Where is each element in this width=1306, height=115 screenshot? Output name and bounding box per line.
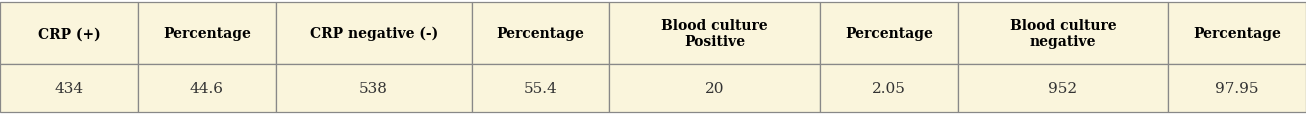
Bar	[820, 65, 957, 112]
Bar	[276, 3, 471, 65]
Text: CRP (+): CRP (+)	[38, 27, 101, 41]
Bar	[957, 65, 1168, 112]
Text: 44.6: 44.6	[189, 81, 223, 95]
Bar	[0, 3, 138, 65]
Bar	[138, 65, 276, 112]
Bar	[471, 65, 610, 112]
Bar	[471, 3, 610, 65]
Text: CRP negative (-): CRP negative (-)	[310, 27, 438, 41]
Text: Blood culture
negative: Blood culture negative	[1010, 19, 1117, 49]
Bar	[138, 3, 276, 65]
Bar	[0, 65, 138, 112]
Bar	[276, 65, 471, 112]
Bar	[957, 3, 1168, 65]
Text: 55.4: 55.4	[524, 81, 558, 95]
Bar	[610, 65, 820, 112]
Text: 538: 538	[359, 81, 388, 95]
Text: Percentage: Percentage	[845, 27, 932, 41]
Text: 97.95: 97.95	[1216, 81, 1259, 95]
Bar	[1168, 65, 1306, 112]
Text: 20: 20	[705, 81, 725, 95]
Text: Percentage: Percentage	[163, 27, 251, 41]
Text: 2.05: 2.05	[872, 81, 906, 95]
Bar	[820, 3, 957, 65]
Text: Percentage: Percentage	[1194, 27, 1281, 41]
Text: 434: 434	[55, 81, 84, 95]
Text: Blood culture
Positive: Blood culture Positive	[661, 19, 768, 49]
Bar	[610, 3, 820, 65]
Text: Percentage: Percentage	[496, 27, 585, 41]
Text: 952: 952	[1049, 81, 1077, 95]
Bar	[1168, 3, 1306, 65]
